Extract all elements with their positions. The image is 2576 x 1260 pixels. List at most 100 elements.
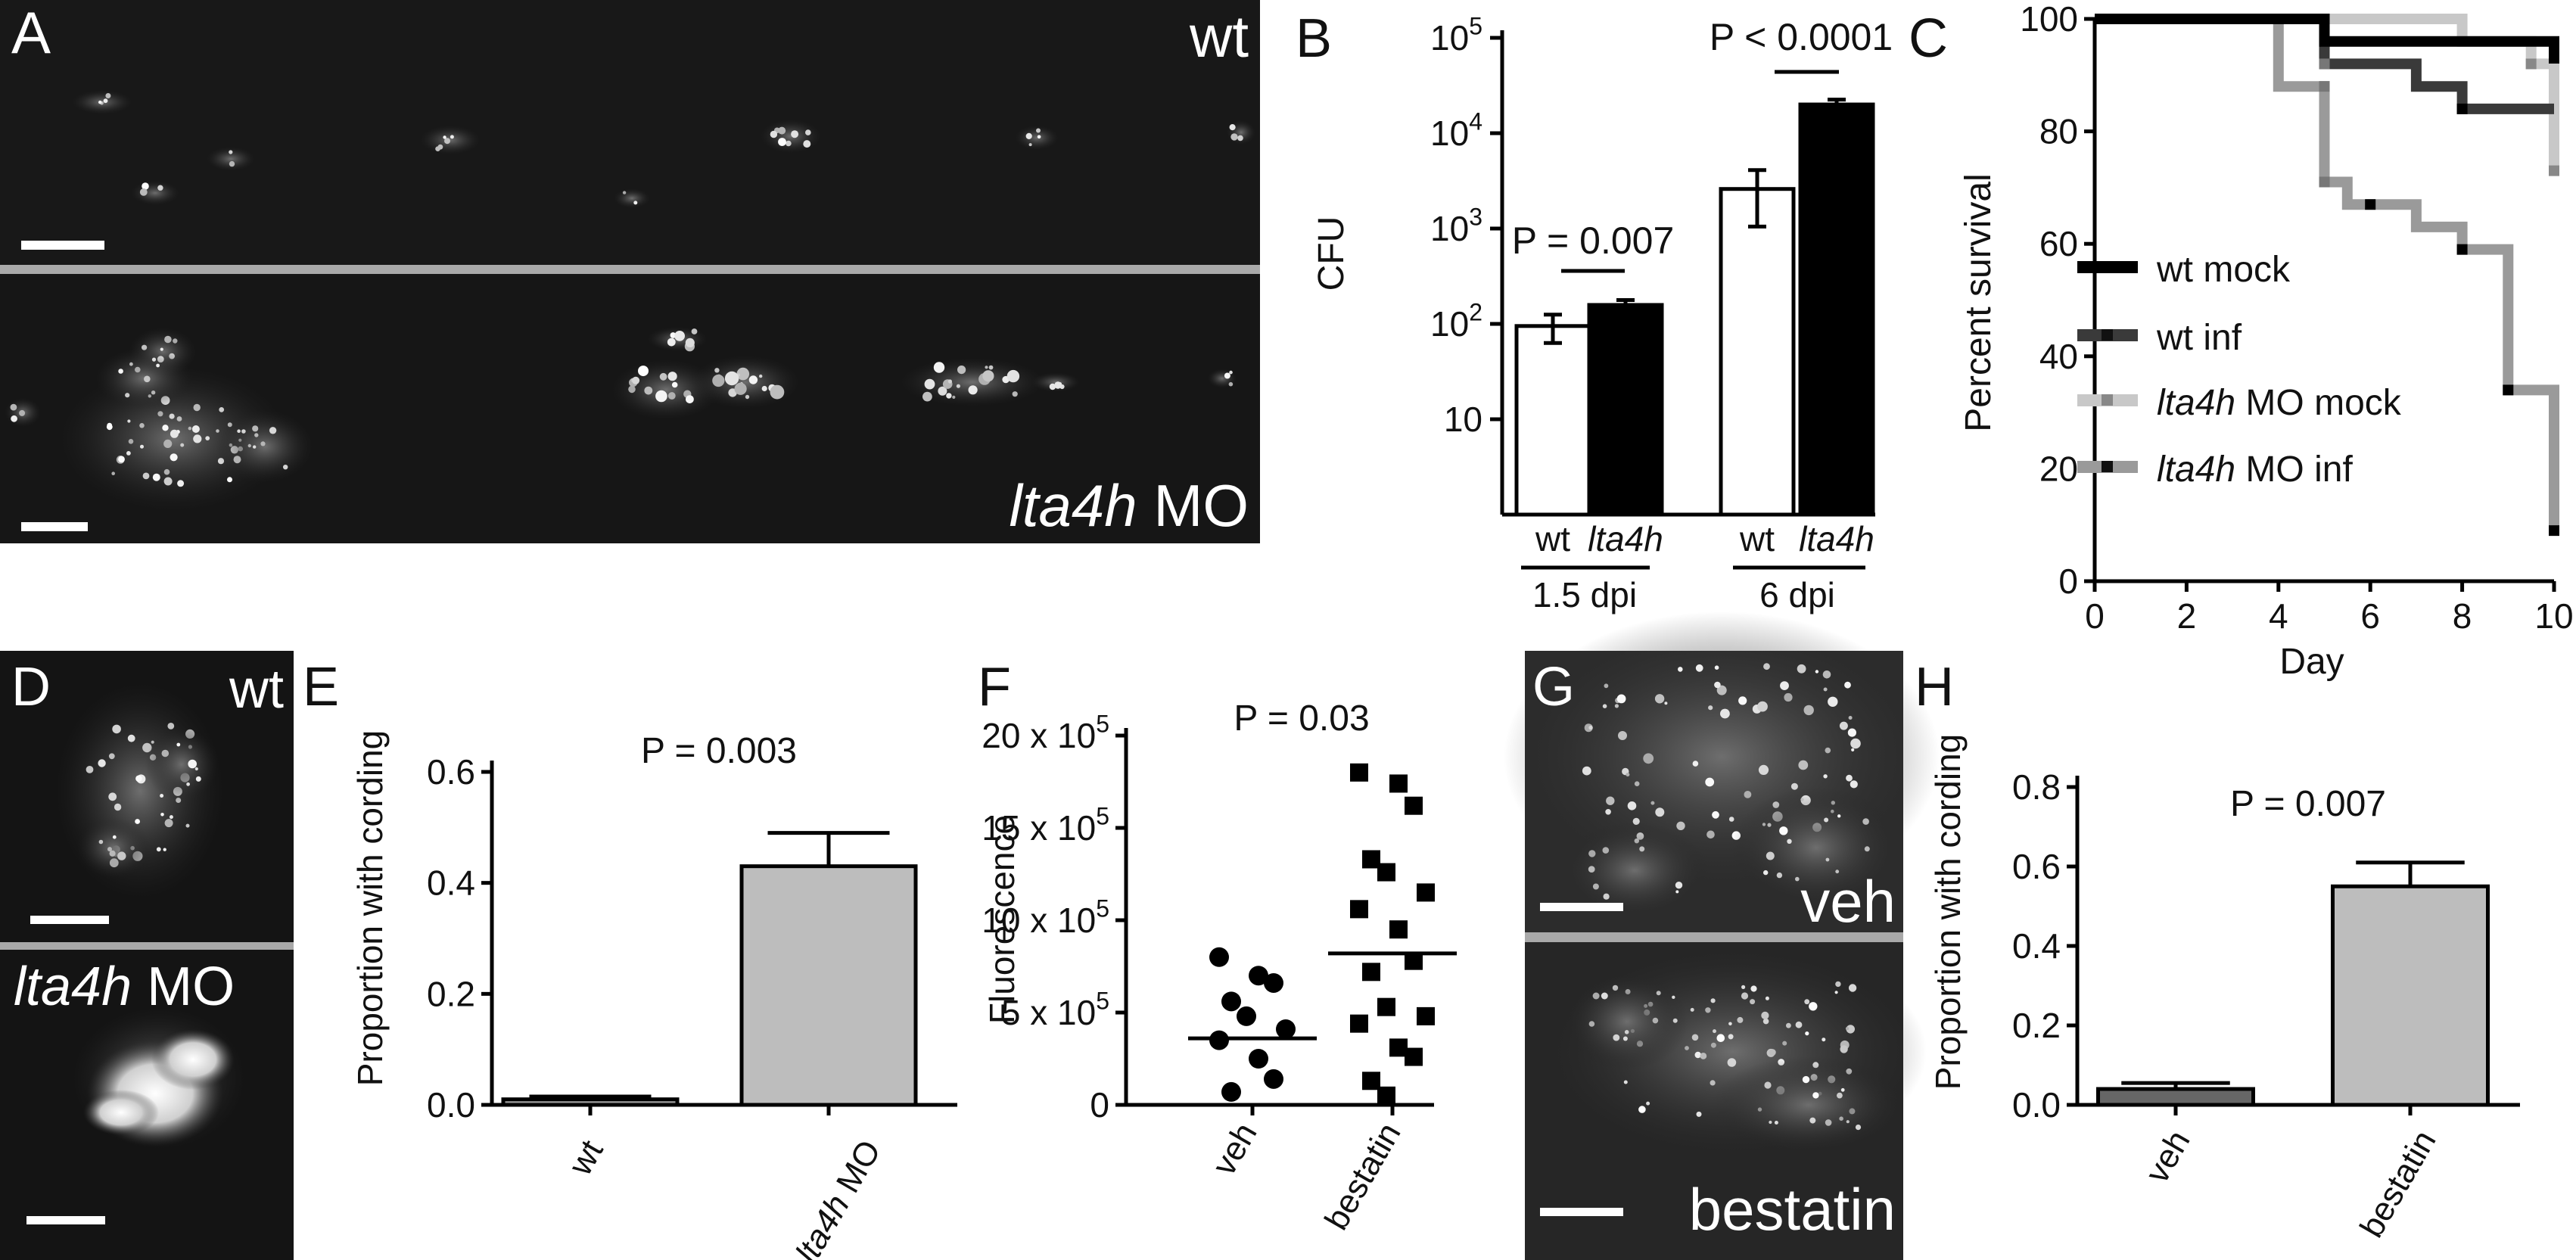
fluorescent-spot (1622, 1036, 1628, 1041)
data-point-veh (1221, 991, 1241, 1012)
fluorescence-glow (1566, 973, 1688, 1070)
fluorescent-spot (126, 451, 131, 456)
data-point-bestatin (1350, 1014, 1368, 1033)
fluorescent-spot (1738, 696, 1747, 705)
panel-a-bottom-fluorescence (5, 327, 1237, 512)
fluorescent-spot (1758, 764, 1769, 775)
panel-b-group-2: 6 dpi (1759, 575, 1835, 614)
fluorescent-spot (450, 135, 454, 139)
panel-b-p2: P < 0.0001 (1710, 16, 1893, 58)
bar-veh (2096, 1087, 2255, 1107)
x-tick-label: 2 (2177, 596, 2197, 636)
panel-b-x-lta4h-1: lta4h (1588, 519, 1663, 558)
fluorescent-spot (1786, 1022, 1791, 1028)
fluorescent-spot (1675, 890, 1679, 894)
fluorescent-spot (151, 390, 156, 395)
fluorescent-spot (1614, 704, 1619, 708)
fluorescent-spot (1744, 791, 1752, 798)
censor-marker (2549, 525, 2559, 537)
fluorescent-spot (1763, 870, 1769, 876)
fluorescent-spot (1713, 1029, 1716, 1034)
fluorescent-spot (1727, 1058, 1737, 1067)
fluorescence-glow (1031, 372, 1080, 392)
fluorescent-spot (644, 386, 653, 395)
fluorescent-spot (98, 839, 104, 845)
y-tick-label: 0.2 (427, 974, 475, 1013)
fluorescent-spot (946, 393, 952, 399)
fluorescent-spot (1639, 846, 1645, 852)
panel-h-x2: bestatin (2353, 1125, 2443, 1244)
fluorescent-spot (1716, 1034, 1725, 1042)
fluorescent-spot (1765, 996, 1769, 1000)
y-tick-label: 0.4 (2012, 926, 2061, 966)
fluorescent-spot (1776, 872, 1783, 879)
fluorescent-spot (252, 425, 259, 432)
fluorescent-spot (142, 472, 150, 480)
fluorescent-spot (105, 93, 111, 98)
bar-bestatin (2331, 884, 2490, 1107)
fluorescent-spot (671, 381, 678, 388)
fluorescent-spot (628, 385, 636, 394)
fluorescent-spot (1797, 664, 1806, 674)
y-tick-label: 10 (1444, 400, 1482, 439)
fluorescent-spot (157, 411, 163, 417)
fluorescence-glow (216, 410, 313, 483)
panel-a-divider (0, 265, 1260, 274)
fluorescent-spot (1237, 135, 1243, 142)
panel-a: A wt lta4h MO (0, 0, 1260, 543)
data-point-bestatin (1377, 863, 1395, 882)
fluorescent-spot (1716, 685, 1727, 695)
fluorescent-spot (1825, 1119, 1832, 1126)
panel-b-x-wt-1: wt (1535, 519, 1570, 558)
scale-bar (1540, 1208, 1623, 1216)
fluorescent-spot (1762, 1018, 1769, 1025)
fluorescent-spot (1676, 821, 1685, 831)
fluorescent-spot (968, 385, 978, 395)
fluorescent-spot (188, 759, 197, 769)
fluorescent-spot (1588, 725, 1593, 730)
fluorescent-spot (1714, 665, 1719, 670)
y-tick-label: 102 (1430, 298, 1482, 344)
fluorescent-spot (1844, 681, 1851, 689)
fluorescent-spot (1823, 687, 1828, 692)
fluorescent-spot (1761, 1011, 1769, 1019)
data-point-bestatin (1350, 763, 1368, 782)
fluorescent-spot (127, 419, 131, 423)
fluorescent-spot (1638, 1106, 1646, 1113)
fluorescent-spot (107, 847, 112, 852)
fluorescent-spot (1605, 809, 1611, 815)
fluorescence-glow (1015, 126, 1059, 150)
data-point-bestatin (1389, 774, 1408, 793)
fluorescent-spot (736, 367, 750, 381)
y-tick-label: 5 x 105 (1001, 987, 1109, 1032)
fluorescent-spot (1780, 681, 1789, 690)
data-point-bestatin (1377, 997, 1395, 1016)
fluorescent-spot (778, 138, 786, 146)
panel-c: C Percent survival Day 0 20 40 60 80 100 0 2 4 6 8… (1909, 0, 2574, 682)
y-tick-label: 0 (2058, 562, 2078, 601)
fluorescent-spot (186, 782, 191, 786)
fluorescent-spot (163, 477, 173, 486)
panel-b-ylabel: CFU (1311, 216, 1352, 291)
fluorescent-spot (103, 98, 108, 104)
censor-marker (2549, 53, 2559, 64)
panel-d-letter: D (11, 657, 51, 717)
data-point-veh (1209, 1030, 1229, 1050)
panel-e-x1: wt (562, 1134, 611, 1182)
fluorescent-spot (638, 366, 649, 377)
data-point-veh (1264, 972, 1283, 993)
fluorescent-spot (655, 390, 667, 403)
fluorescent-spot (1839, 1116, 1843, 1121)
panel-d-divider (0, 942, 294, 950)
fluorescent-spot (127, 734, 135, 742)
panel-f-chart: 0 5 x 105 10 x 105 15 x 105 20 x 105 (982, 710, 1457, 1125)
fluorescent-spot (1606, 796, 1615, 805)
fluorescent-spot (1708, 705, 1713, 711)
fluorescent-spot (1848, 984, 1857, 992)
fluorescence-glow (207, 147, 255, 171)
fluorescent-spot (1705, 777, 1715, 787)
fluorescent-spot (1864, 846, 1870, 852)
panel-e-letter: E (303, 657, 339, 717)
y-tick-label: 60 (2039, 224, 2078, 263)
